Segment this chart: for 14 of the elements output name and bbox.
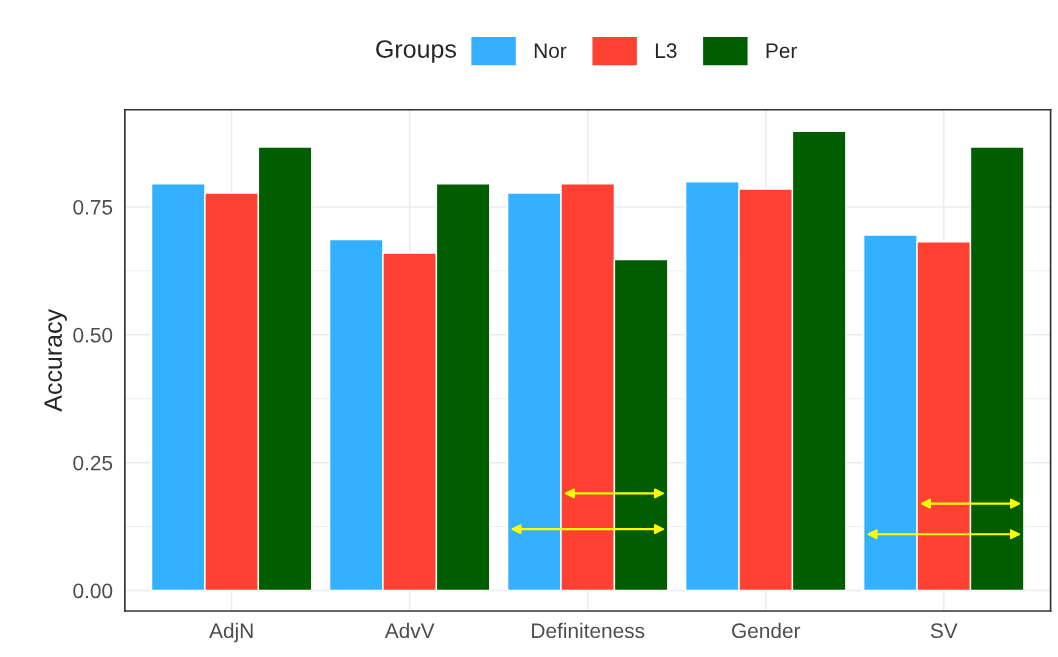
x-tick-label: AdjN (209, 622, 253, 643)
legend-label: Per (766, 43, 797, 59)
x-tick-label: SV (930, 623, 958, 639)
y-tick-label: 0.75 (73, 199, 113, 215)
y-tick-label: 0.25 (73, 455, 113, 471)
y-axis-title: Accuracy (44, 309, 67, 412)
y-tick-label: 0.50 (73, 327, 113, 343)
x-tick-label: Gender (732, 622, 801, 639)
legend-title: Groups (376, 40, 456, 63)
x-tick-label: AdvV (384, 622, 435, 639)
legend-label: L3 (655, 43, 677, 59)
x-tick-label: Definiteness (532, 622, 645, 639)
y-tick-label: 0.00 (73, 583, 113, 599)
legend-label: Nor (534, 43, 567, 59)
